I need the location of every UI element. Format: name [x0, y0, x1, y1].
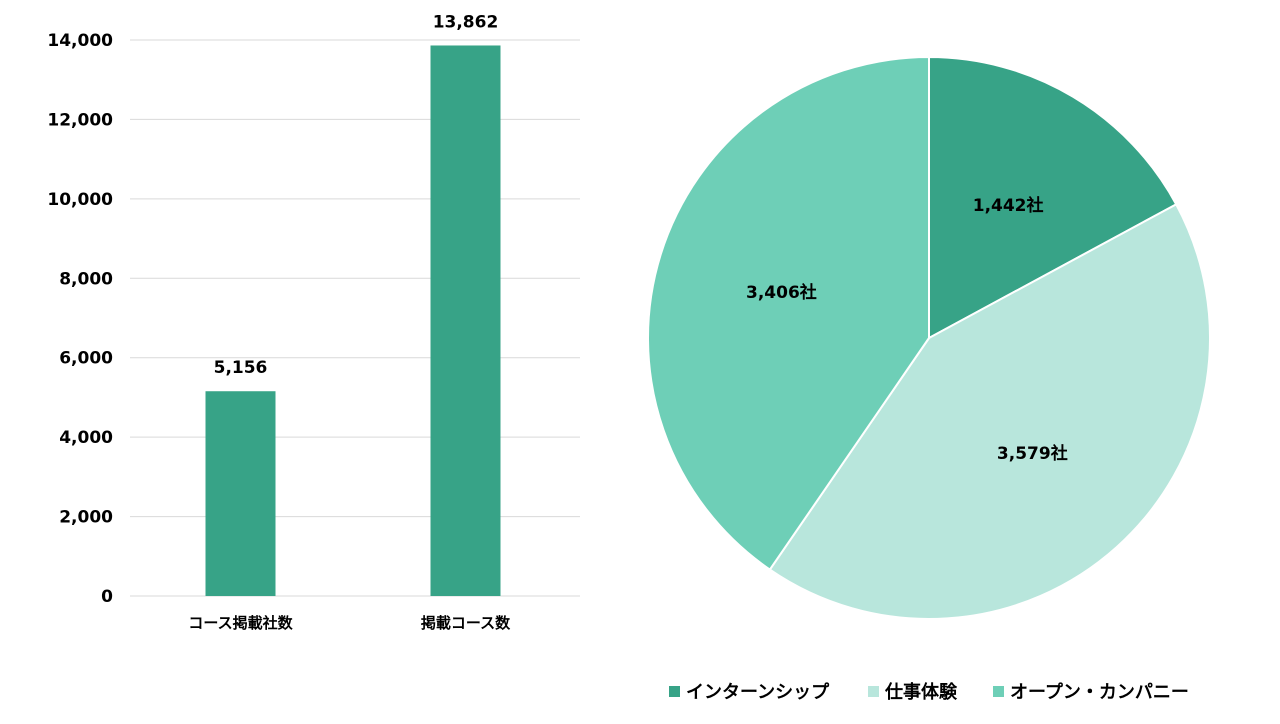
y-tick-label: 14,000	[47, 31, 113, 51]
bar-data-labels: 5,156 13,862	[214, 12, 499, 378]
pie-series	[647, 55, 1212, 620]
pie-slice	[768, 203, 1212, 620]
y-tick-label: 10,000	[47, 190, 113, 210]
legend-swatch-internship	[669, 685, 680, 697]
legend-label-work-experience: 仕事体験	[885, 682, 957, 703]
legend-swatch-open-company	[993, 685, 1004, 697]
bar-x-axis: コース掲載社数 掲載コース数	[188, 614, 511, 632]
x-tick-label: コース掲載社数	[188, 614, 293, 632]
y-tick-label: 12,000	[47, 110, 113, 130]
legend-label-internship: インターンシップ	[686, 682, 830, 703]
bar	[430, 45, 501, 596]
bar-gridlines	[130, 39, 580, 597]
x-tick-label: 掲載コース数	[421, 614, 511, 632]
legend-item-open-company: オープン・カンパニー	[993, 678, 1189, 704]
pie-slice-label: 3,406社	[746, 282, 817, 303]
y-tick-label: 8,000	[59, 269, 113, 289]
bar	[205, 391, 276, 596]
pie-slice-label: 1,442社	[973, 195, 1044, 216]
y-tick-label: 2,000	[59, 508, 113, 528]
bar-y-axis: 0 2,000 4,000 6,000 8,000 10,000 12,000 14,000	[47, 31, 113, 607]
y-tick-label: 0	[101, 587, 113, 607]
y-tick-label: 6,000	[59, 349, 113, 369]
pie-legend: インターンシップ 仕事体験 オープン・カンパニー	[0, 678, 1280, 708]
legend-swatch-work-experience	[868, 685, 879, 697]
legend-label-open-company: オープン・カンパニー	[1010, 682, 1189, 703]
pie-data-labels: 1,442社 3,579社 3,406社	[746, 195, 1068, 464]
legend-item-internship: インターンシップ	[669, 678, 829, 704]
y-tick-label: 4,000	[59, 428, 113, 448]
legend-item-work-experience: 仕事体験	[868, 678, 957, 704]
bar-series	[205, 45, 501, 596]
pie-slice	[647, 55, 930, 571]
pie-slice	[928, 55, 1178, 340]
bar-value-label: 13,862	[433, 12, 499, 32]
bar-value-label: 5,156	[214, 358, 268, 378]
pie-slice-label: 3,579社	[997, 443, 1068, 464]
